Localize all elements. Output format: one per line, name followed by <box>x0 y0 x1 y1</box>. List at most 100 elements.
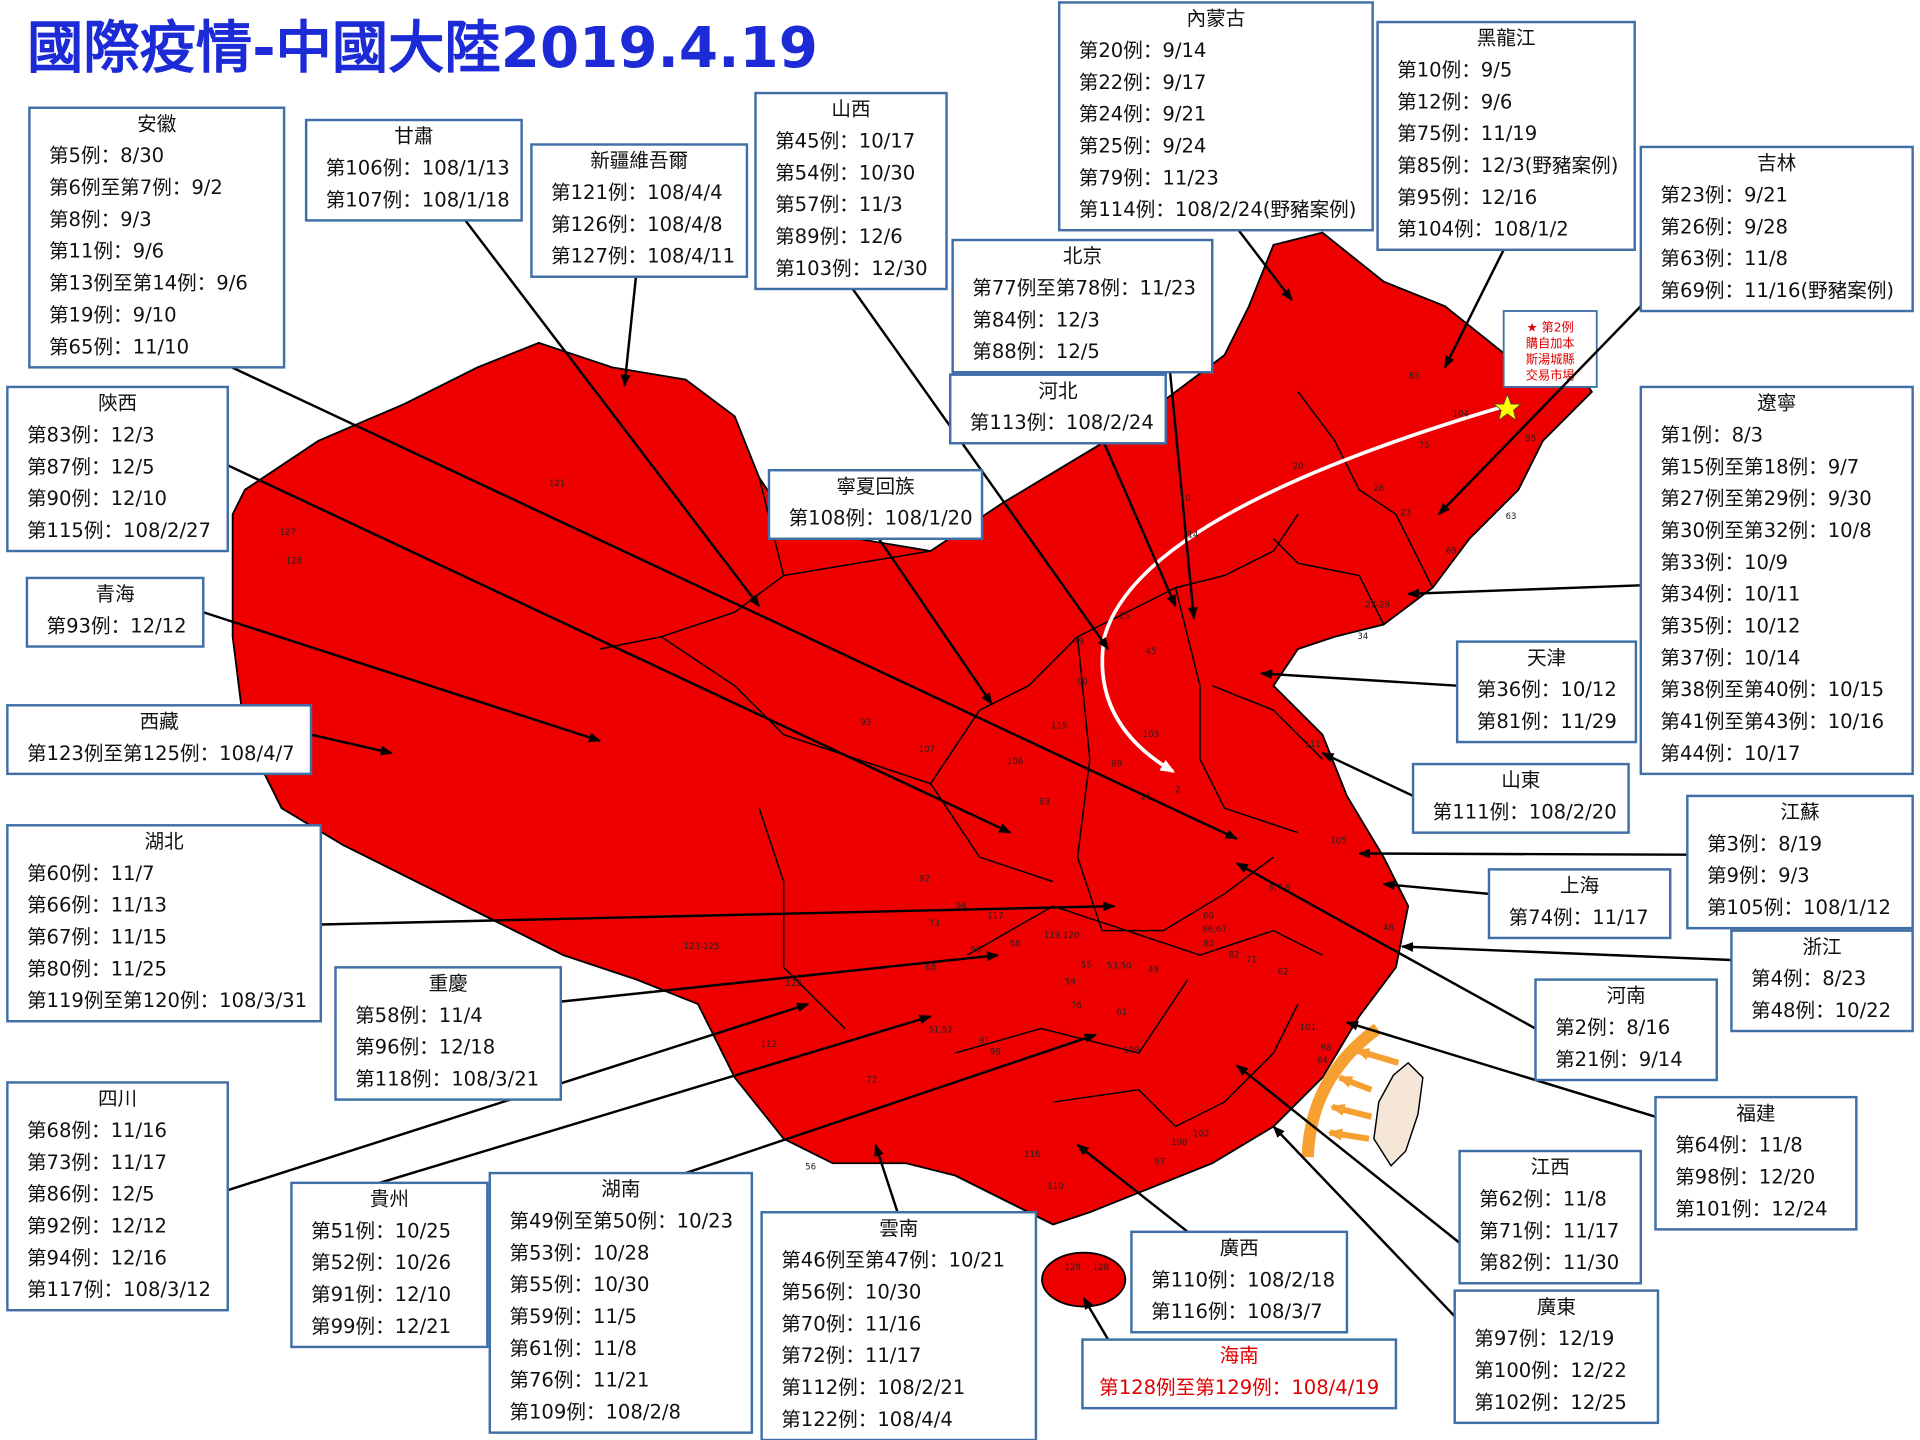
case-line: 第92例：12/12 <box>27 1214 167 1237</box>
case-line: 第76例：11/21 <box>509 1369 649 1392</box>
province-name: 山西 <box>831 98 870 121</box>
orange-arrows <box>1327 1047 1400 1142</box>
case-line: 第102例：12/25 <box>1474 1391 1627 1414</box>
map-label: 62 <box>1278 968 1289 978</box>
case-line: 第74例：11/17 <box>1509 906 1649 929</box>
note-line: 交易市場 <box>1526 367 1575 382</box>
map-label: 76 <box>1071 1001 1082 1011</box>
province-name: 天津 <box>1527 646 1566 669</box>
map-label: 56 <box>805 1162 816 1172</box>
case-line: 第51例：10/25 <box>311 1219 451 1242</box>
case-line: 第68例：11/16 <box>27 1119 167 1142</box>
map-label: 110 <box>1047 1182 1063 1192</box>
province-name: 廣東 <box>1537 1295 1576 1318</box>
arrow <box>379 1014 932 1185</box>
map-label: 20 <box>1293 462 1304 472</box>
arrows <box>202 219 1732 1341</box>
case-line: 第30例至第32例：10/8 <box>1660 519 1871 542</box>
map-label: 101 <box>1300 1023 1316 1033</box>
case-line: 第9例：9/3 <box>1707 864 1810 887</box>
case-line: 第123例至第125例：108/4/7 <box>27 742 295 765</box>
map-label: 122 <box>785 979 801 989</box>
case-line: 第60例：11/7 <box>27 862 155 885</box>
box-frame <box>6 824 323 1023</box>
province-name: 寧夏回族 <box>836 475 914 498</box>
province-name: 湖南 <box>601 1178 640 1201</box>
map-label: 23 <box>1400 509 1411 519</box>
box-frame <box>1730 929 1914 1033</box>
case-line: 第104例：108/1/2 <box>1397 218 1569 241</box>
box-frame <box>760 1211 1038 1440</box>
box-frame <box>28 106 286 369</box>
map-label: 117 <box>987 911 1003 921</box>
case-line: 第38例至第40例：10/15 <box>1660 678 1884 701</box>
map-label: 21 <box>1141 793 1152 803</box>
map-label: 119,120 <box>1044 931 1079 941</box>
province-name: 福建 <box>1736 1102 1775 1125</box>
arrow <box>226 363 1238 840</box>
map-label: 49 <box>1148 965 1159 975</box>
map-label: 55 <box>1081 960 1092 970</box>
map-label: 27-29 <box>1365 600 1390 610</box>
case-line: 第83例：12/3 <box>27 423 155 446</box>
province-name: 吉林 <box>1757 152 1796 175</box>
case-line: 第41例至第43例：10/16 <box>1660 710 1884 733</box>
case-line: 第111例：108/2/20 <box>1433 801 1617 824</box>
box-frame <box>1639 145 1914 313</box>
case-line: 第82例：11/30 <box>1479 1251 1619 1274</box>
case-line: 第65例：11/10 <box>49 335 189 358</box>
box-frame <box>1458 1149 1643 1285</box>
province-name: 青海 <box>96 583 135 606</box>
case-line: 第57例：11/3 <box>775 193 903 216</box>
case-line: 第107例：108/1/18 <box>326 188 510 211</box>
case-line: 第79例：11/23 <box>1079 166 1219 189</box>
case-line: 第97例：12/19 <box>1474 1327 1614 1350</box>
map-label: 128 <box>1093 1263 1109 1273</box>
map-label: 75 <box>1419 441 1430 451</box>
province-name: 浙江 <box>1802 935 1841 958</box>
box-frame <box>304 118 523 222</box>
case-line: 第58例：11/4 <box>355 1004 483 1027</box>
province-name: 廣西 <box>1220 1236 1259 1259</box>
map-label: 100 <box>1171 1138 1187 1148</box>
case-line: 第127例：108/4/11 <box>551 245 735 268</box>
title: 國際疫情-中國大陸2019.4.19 <box>27 16 818 81</box>
case-line: 第24例：9/21 <box>1079 103 1207 126</box>
case-line: 第113例：108/2/24 <box>970 411 1154 434</box>
arrow <box>1100 437 1177 608</box>
case-line: 第114例：108/2/24(野豬案例) <box>1079 198 1357 221</box>
map-label: 114 <box>1182 531 1198 541</box>
province-name: 雲南 <box>879 1217 918 1240</box>
case-line: 第81例：11/29 <box>1477 710 1617 733</box>
map-label: 58 <box>1010 940 1021 950</box>
case-line: 第80例：11/25 <box>27 957 167 980</box>
case-line: 第128例至第129例：108/4/19 <box>1099 1376 1379 1399</box>
box-frame <box>948 373 1167 445</box>
case-line: 第100例：12/22 <box>1474 1359 1627 1382</box>
map-label: 102 <box>1193 1129 1209 1139</box>
case-line: 第70例：11/16 <box>781 1312 921 1335</box>
note-line: ★ 第2例 <box>1527 321 1574 335</box>
arrow <box>1272 1125 1456 1318</box>
map-label: 45 <box>1146 647 1157 657</box>
case-line: 第121例：108/4/4 <box>551 181 723 204</box>
case-line: 第49例至第50例：10/23 <box>509 1210 733 1233</box>
case-line: 第25例：9/24 <box>1079 134 1207 157</box>
arrow <box>874 533 993 706</box>
case-line: 第69例：11/16(野豬案例) <box>1660 279 1894 302</box>
